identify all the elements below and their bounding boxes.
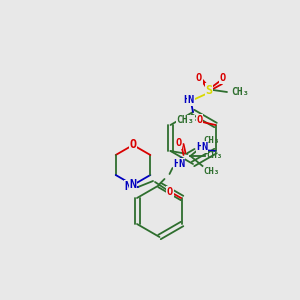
Text: N: N [124,181,132,194]
Text: H: H [196,142,202,152]
Text: N: N [130,178,136,191]
Text: O: O [167,187,173,197]
Text: O: O [130,139,136,152]
Text: S: S [206,83,213,97]
Text: CH₃: CH₃ [177,115,194,125]
Text: H: H [173,159,180,169]
Text: N: N [178,159,184,169]
Text: CH₃: CH₃ [203,167,220,176]
Text: N: N [188,95,194,105]
Text: O: O [196,115,202,125]
Text: O: O [220,73,226,83]
Text: H: H [183,95,189,105]
Text: O: O [176,138,182,148]
Text: CH₃: CH₃ [203,136,220,145]
Text: CH₃: CH₃ [231,87,249,97]
Text: N: N [201,142,208,152]
Text: O: O [196,73,202,83]
Text: CH₃: CH₃ [206,152,223,160]
